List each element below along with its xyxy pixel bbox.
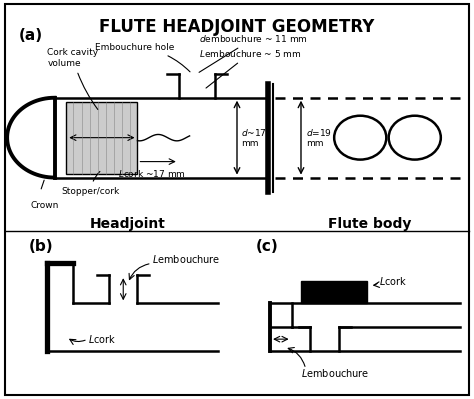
Text: $L$embouchure: $L$embouchure bbox=[152, 253, 220, 265]
Text: Flute body: Flute body bbox=[328, 217, 411, 231]
Text: FLUTE HEADJOINT GEOMETRY: FLUTE HEADJOINT GEOMETRY bbox=[100, 18, 374, 36]
Text: (c): (c) bbox=[256, 239, 279, 255]
Text: Headjoint: Headjoint bbox=[90, 217, 166, 231]
Text: Cork cavity
volume: Cork cavity volume bbox=[47, 48, 99, 109]
Text: $L$cork: $L$cork bbox=[88, 333, 116, 345]
Text: Stopper/cork: Stopper/cork bbox=[62, 172, 120, 196]
Text: $d$embouchure ~ 11 mm: $d$embouchure ~ 11 mm bbox=[199, 33, 308, 72]
Text: (a): (a) bbox=[19, 28, 43, 43]
Text: (b): (b) bbox=[28, 239, 53, 255]
Text: $L$cork: $L$cork bbox=[379, 275, 408, 287]
Text: $L$embouchure: $L$embouchure bbox=[301, 367, 369, 379]
Text: $d$~17
mm: $d$~17 mm bbox=[241, 127, 267, 148]
Text: $d$=19
mm: $d$=19 mm bbox=[306, 127, 332, 148]
Bar bbox=[66, 102, 137, 174]
Text: $L$embouchure ~ 5 mm: $L$embouchure ~ 5 mm bbox=[199, 47, 301, 88]
Text: Embouchure hole: Embouchure hole bbox=[95, 43, 190, 72]
Text: Crown: Crown bbox=[31, 201, 59, 211]
Text: $L$cork ~17 mm: $L$cork ~17 mm bbox=[118, 168, 186, 180]
FancyBboxPatch shape bbox=[5, 4, 469, 395]
Bar bbox=[301, 281, 367, 303]
